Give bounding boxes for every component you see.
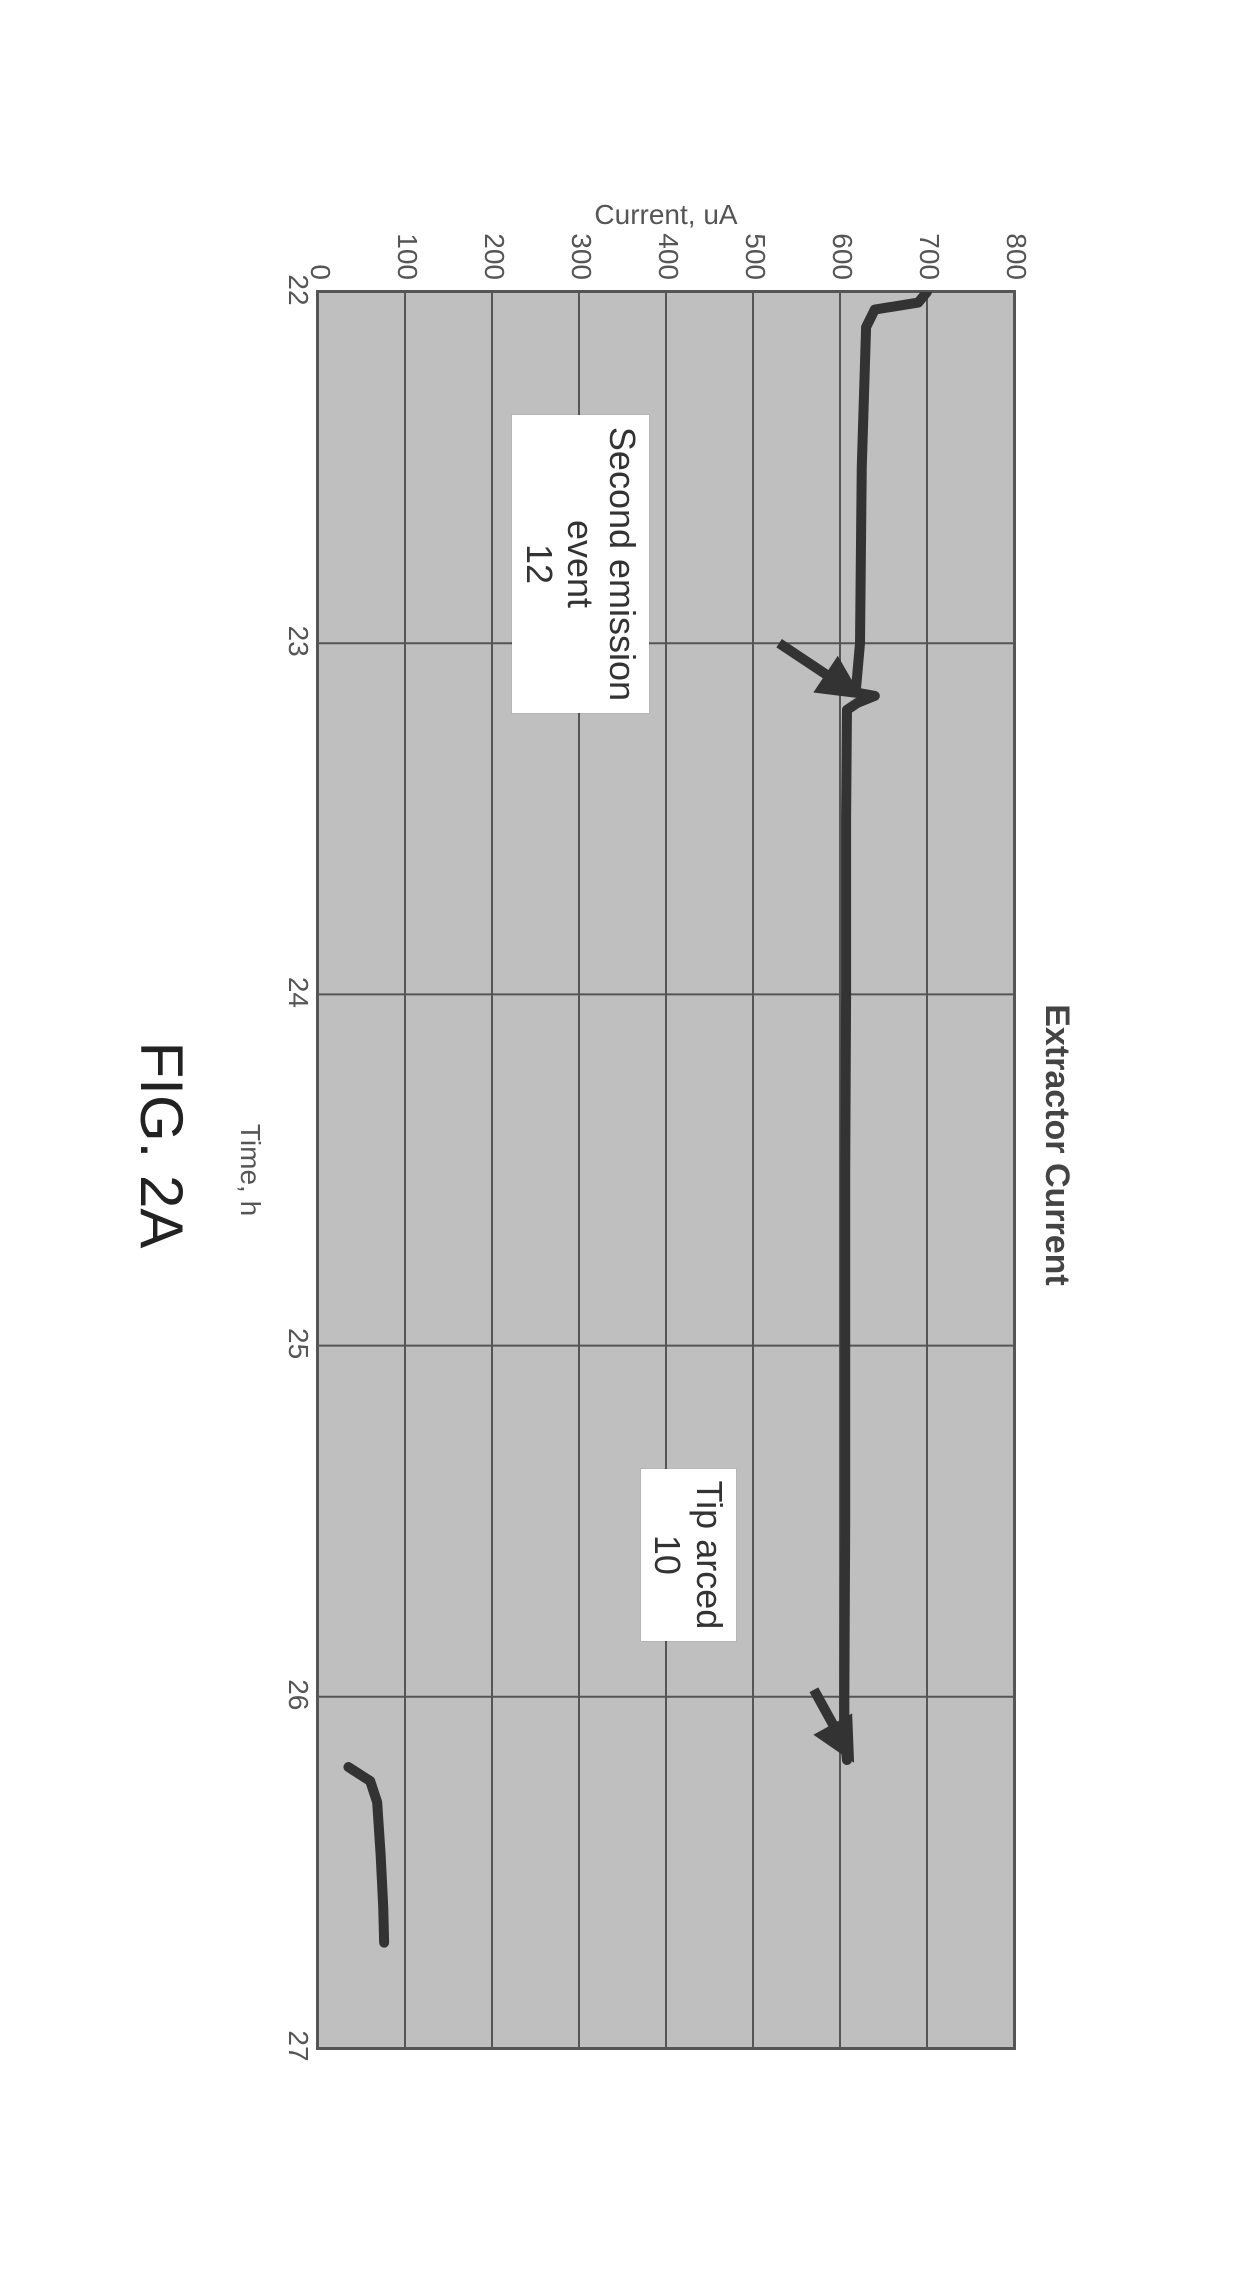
y-tick-label: 0	[304, 180, 336, 280]
y-tick-label: 100	[391, 180, 423, 280]
plot-area: Second emissionevent12 Tip arced10	[316, 290, 1016, 2050]
y-tick-label: 700	[913, 180, 945, 280]
y-tick-label: 600	[826, 180, 858, 280]
figure-caption: FIG. 2A	[127, 170, 196, 2120]
y-tick-label: 500	[739, 180, 771, 280]
x-axis-label: Time, h	[234, 290, 266, 2050]
y-tick-label: 200	[478, 180, 510, 280]
x-tick-label: 24	[282, 977, 314, 1008]
x-tick-label: 27	[282, 2030, 314, 2061]
series-extractor-current	[844, 292, 927, 1760]
annotation-second-emission-event: Second emissionevent12	[512, 415, 648, 713]
x-tick-label: 25	[282, 1328, 314, 1359]
y-tick-label: 800	[1000, 180, 1032, 280]
annotation-tip-arced: Tip arced10	[641, 1469, 736, 1642]
chart-rotated-wrap: Extractor Current Current, uA 0100200300…	[176, 170, 1076, 2120]
x-axis-ticks: 222324252627	[274, 290, 314, 2050]
y-axis-ticks: 0100200300400500600700800	[316, 170, 1016, 280]
series-post-arc-current	[348, 1767, 384, 1943]
annotation-arrow-second-emission-event	[779, 643, 853, 692]
y-tick-label: 400	[652, 180, 684, 280]
chart-title: Extractor Current	[1037, 170, 1076, 2120]
x-tick-label: 22	[282, 274, 314, 305]
x-tick-label: 26	[282, 1679, 314, 1710]
plot-svg	[318, 292, 1014, 2048]
y-tick-label: 300	[565, 180, 597, 280]
x-tick-label: 23	[282, 626, 314, 657]
page: Extractor Current Current, uA 0100200300…	[0, 0, 1252, 2290]
